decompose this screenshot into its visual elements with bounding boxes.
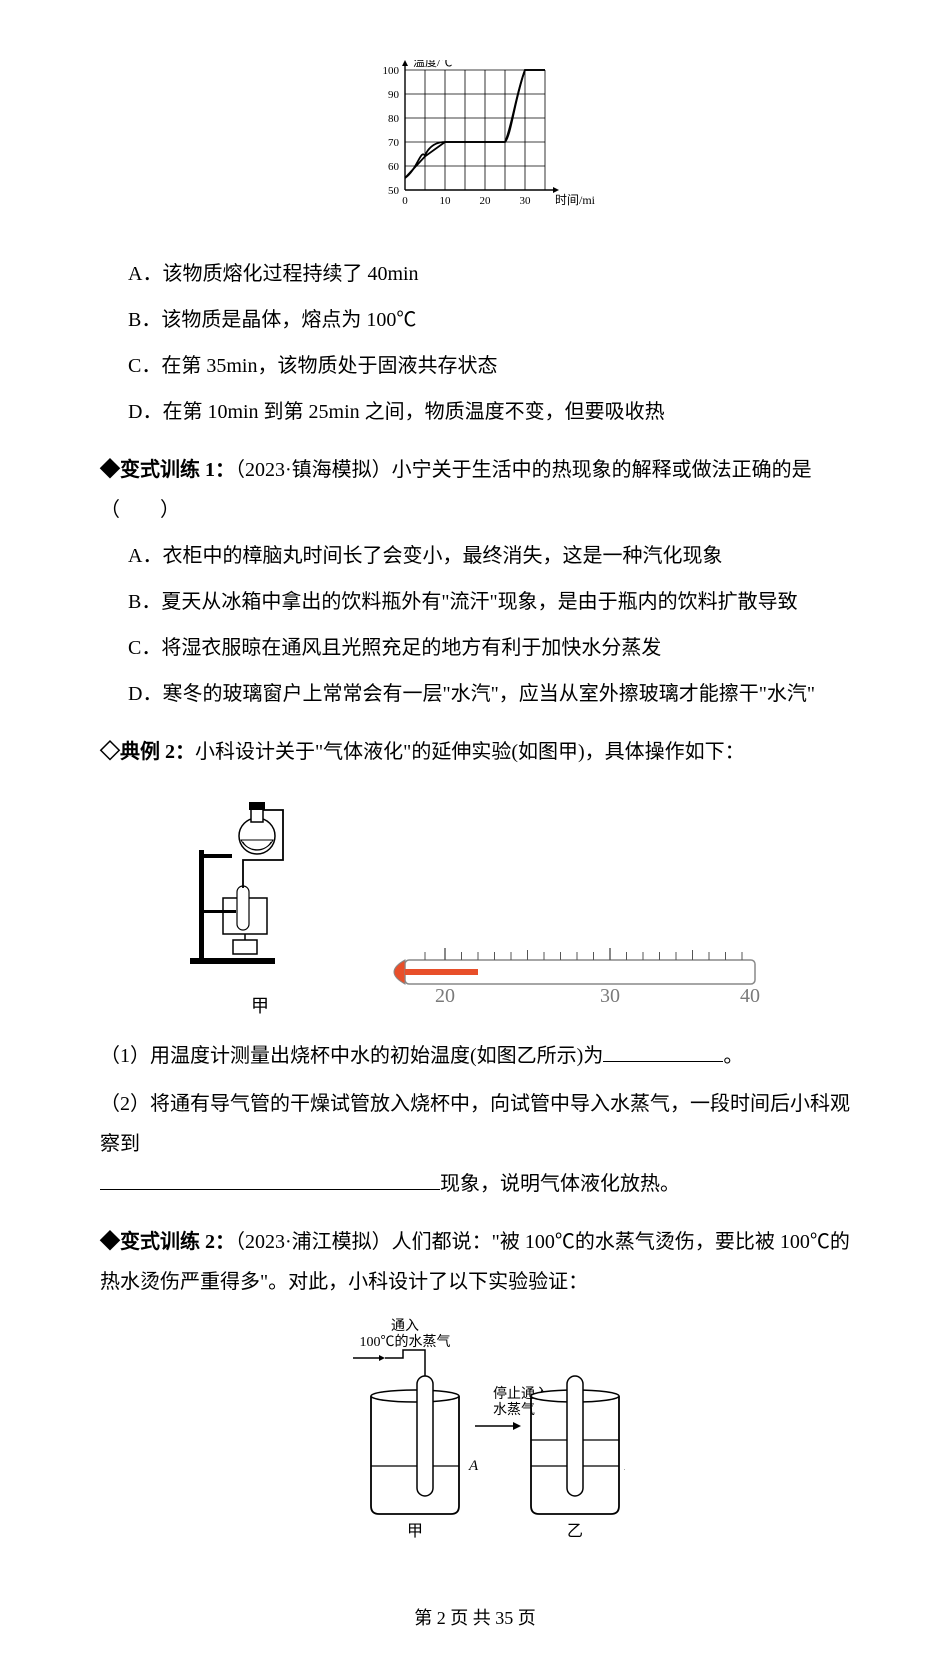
blank-observation [100,1166,440,1190]
distillation-apparatus-icon [185,790,335,970]
variant1-option-d: D．寒冬的玻璃窗户上常常会有一层"水汽"，应当从室外擦玻璃才能擦干"水汽" [128,674,850,714]
svg-text:20: 20 [480,195,492,207]
svg-text:50: 50 [388,185,400,197]
chart1-ylabel: 温度/℃ [413,60,452,69]
variant2-lead: ◆变式训练 2：（2023·浦江模拟）人们都说："被 100℃的水蒸气烫伤，要比… [100,1222,850,1302]
apparatus-label: 甲 [185,988,335,1024]
page-number: 第 2 页 共 35 页 [100,1600,850,1636]
example2-sub2-body-a: 将通有导气管的干燥试管放入烧杯中，向试管中导入水蒸气，一段时间后小科观察到 [100,1093,850,1155]
svg-text:70: 70 [388,137,400,149]
svg-text:100: 100 [383,65,400,77]
example2-body: 小科设计关于"气体液化"的延伸实验(如图甲)，具体操作如下： [195,741,745,763]
level-a-left: A [468,1458,479,1474]
svg-text:90: 90 [388,89,400,101]
svg-text:80: 80 [388,113,400,125]
example2-sub2: （2）将通有导气管的干燥试管放入烧杯中，向试管中导入水蒸气，一段时间后小科观察到… [100,1084,850,1204]
thermometer-icon: 20 30 40 [375,940,765,1010]
svg-text:0: 0 [402,195,408,207]
chart1-container: 50 60 70 80 90 100 0 10 20 30 温度/℃ 时间/mi… [100,60,850,234]
example2-sub1-tail: 。 [723,1045,743,1067]
q1-option-d: D．在第 10min 到第 25min 之间，物质温度不变，但要吸收热 [128,392,850,432]
level-a-right: A [624,1458,625,1474]
example2-sub2-prefix: （2） [100,1093,150,1115]
variant2-prefix: ◆变式训练 2： [100,1231,235,1253]
svg-text:10: 10 [440,195,452,207]
variant1-option-a: A．衣柜中的樟脑丸时间长了会变小，最终消失，这是一种汽化现象 [128,536,850,576]
temperature-time-chart: 50 60 70 80 90 100 0 10 20 30 温度/℃ 时间/mi… [355,60,595,220]
stop-label-l2: 水蒸气 [493,1402,535,1418]
steam-label-l2: 100℃的水蒸气 [360,1334,451,1350]
steam-label-l1: 通入 [391,1318,419,1334]
therm-tick-20: 20 [435,985,455,1007]
svg-text:30: 30 [520,195,532,207]
q1-option-b: B．该物质是晶体，熔点为 100℃ [128,300,850,340]
variant1-option-c: C．将湿衣服晾在通风且光照充足的地方有利于加快水分蒸发 [128,628,850,668]
blank-temperature [603,1038,723,1062]
therm-tick-30: 30 [600,985,620,1007]
cup-right-label: 乙 [567,1523,583,1540]
chart1-xlabel: 时间/min [555,193,595,207]
apparatus-figure: 甲 [185,790,335,1024]
example2-sub1: （1）用温度计测量出烧杯中水的初始温度(如图乙所示)为 。 [100,1036,850,1076]
variant1-prefix: ◆变式训练 1： [100,459,235,481]
svg-text:60: 60 [388,161,400,173]
variant2-figure: 通入 100℃的水蒸气 A 停止通入 水蒸气 B A 甲 乙 [100,1316,850,1560]
variant1-lead: ◆变式训练 1：（2023·镇海模拟）小宁关于生活中的热现象的解释或做法正确的是… [100,450,850,530]
steam-experiment-diagram: 通入 100℃的水蒸气 A 停止通入 水蒸气 B A 甲 乙 [325,1316,625,1546]
variant1-option-b: B．夏天从冰箱中拿出的饮料瓶外有"流汗"现象，是由于瓶内的饮料扩散导致 [128,582,850,622]
cup-left-label: 甲 [407,1523,423,1540]
q1-option-c: C．在第 35min，该物质处于固液共存状态 [128,346,850,386]
example2-sub1-prefix: （1） [100,1045,150,1067]
q1-option-a: A．该物质熔化过程持续了 40min [128,254,850,294]
example2-prefix: ◇典例 2： [100,741,195,763]
example2-sub2-body-b: 现象，说明气体液化放热。 [440,1173,680,1195]
therm-tick-40: 40 [740,985,760,1007]
example2-figures: 甲 [100,790,850,1024]
example2-lead: ◇典例 2：小科设计关于"气体液化"的延伸实验(如图甲)，具体操作如下： [100,732,850,772]
thermometer-figure: 20 30 40 [375,940,765,1024]
example2-sub1-body: 用温度计测量出烧杯中水的初始温度(如图乙所示)为 [150,1045,603,1067]
